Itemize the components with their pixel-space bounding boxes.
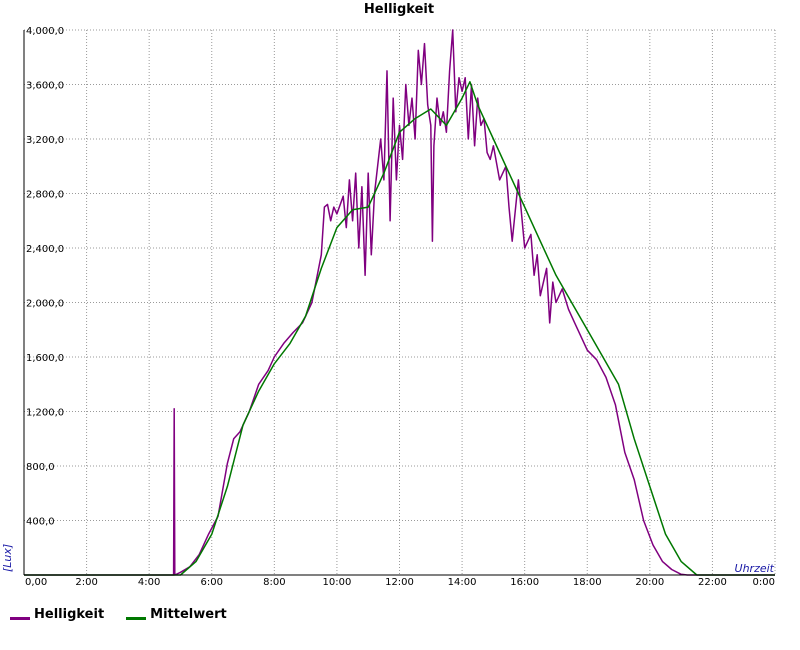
x-tick-labels: 0,00 2:00 4:00 6:00 8:00 10:00 12:00 14:00 16:00… (25, 577, 775, 588)
y-tick-label: 2,800,0 (26, 190, 64, 201)
legend-item-mittelwert: Mittelwert (126, 607, 227, 622)
chart-title: Helligkeit (364, 2, 434, 17)
x-tick-label: 6:00 (201, 577, 223, 588)
grid (24, 29, 776, 575)
x-tick-label: 4:00 (138, 577, 160, 588)
y-tick-label: 2,400,0 (26, 244, 64, 255)
legend-label-helligkeit: Helligkeit (34, 607, 105, 622)
x-tick-label: 22:00 (698, 577, 727, 588)
x-tick-label: 0,00 (25, 577, 47, 588)
y-tick-label: 3,600,0 (26, 81, 64, 92)
series-line-mittelwert (24, 81, 775, 576)
x-tick-label: 12:00 (385, 577, 414, 588)
x-tick-label: 16:00 (510, 577, 539, 588)
y-tick-label: 400,0 (26, 517, 55, 528)
y-tick-label: 1,200,0 (26, 408, 64, 419)
y-tick-label: 2,000,0 (26, 299, 64, 310)
legend-swatch-helligkeit (10, 617, 30, 620)
y-tick-labels: 400,0 800,0 1,200,0 1,600,0 2,000,0 2,400,0 2,… (26, 26, 64, 528)
chart-legend: Helligkeit Mittelwert (10, 607, 227, 622)
legend-label-mittelwert: Mittelwert (150, 607, 227, 622)
x-tick-label: 8:00 (263, 577, 285, 588)
series-lines (24, 29, 775, 576)
brightness-chart: Helligkeit 400,0 800,0 1,200,0 1,600,0 2,000… (1, 2, 776, 588)
x-tick-label: 20:00 (635, 577, 664, 588)
y-tick-label: 800,0 (26, 462, 55, 473)
legend-item-helligkeit: Helligkeit (10, 607, 104, 622)
y-tick-label: 4,000,0 (26, 26, 64, 37)
y-tick-label: 1,600,0 (26, 353, 64, 364)
x-tick-label: 2:00 (75, 577, 97, 588)
x-tick-label: 10:00 (323, 577, 352, 588)
y-axis-label: [Lux] (1, 544, 14, 572)
x-tick-label: 0:00 (753, 577, 775, 588)
x-tick-label: 18:00 (573, 577, 602, 588)
y-tick-label: 3,200,0 (26, 135, 64, 146)
x-axis-label: Uhrzeit (735, 562, 775, 575)
legend-swatch-mittelwert (126, 617, 147, 620)
x-tick-label: 14:00 (448, 577, 477, 588)
